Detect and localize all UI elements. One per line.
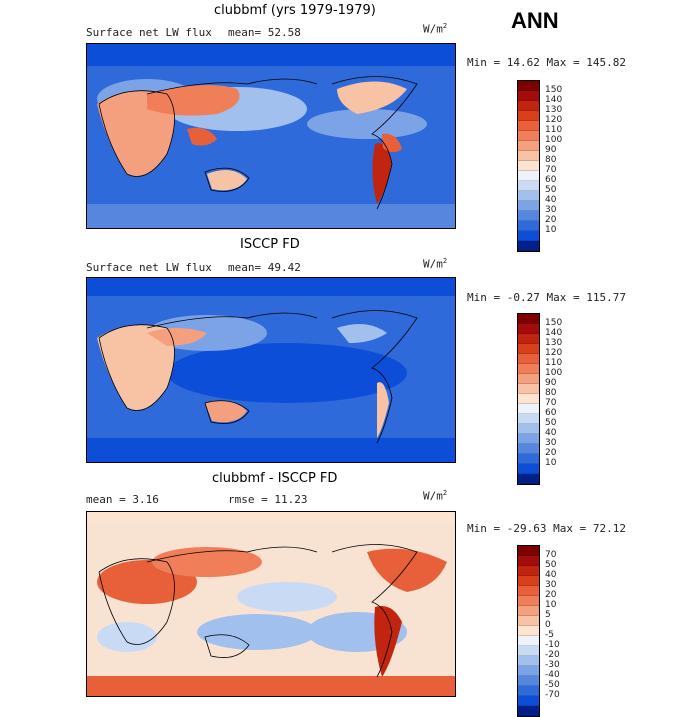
panel2-title: ISCCP FD — [240, 237, 300, 252]
panel2-colorbar-labels: 150 140 130 120 110 100 90 80 70 60 50 40 30 20 10 — [545, 318, 563, 468]
panel2-units: W/m2 — [423, 257, 448, 271]
panel1-units: W/m2 — [423, 22, 448, 36]
season-title: ANN — [511, 8, 559, 33]
panel2-colorbar — [517, 313, 540, 485]
panel3-rmse-label: rmse = 11.23 — [228, 493, 308, 506]
panel2-minmax: Min = -0.27 Max = 115.77 — [467, 291, 626, 304]
panel3-colorbar — [517, 545, 540, 717]
panel1-title: clubbmf (yrs 1979-1979) — [214, 3, 376, 18]
panel2-mean-label: mean= 49.42 — [228, 261, 301, 274]
panel1-variable-label: Surface net LW flux — [86, 26, 212, 39]
panel1-map — [86, 43, 456, 229]
panel3-units: W/m2 — [423, 489, 448, 503]
panel3-map — [86, 511, 456, 697]
panel2-variable-label: Surface net LW flux — [86, 261, 212, 274]
panel1-minmax: Min = 14.62 Max = 145.82 — [467, 56, 626, 69]
panel3-colorbar-labels: 70 50 40 30 20 10 5 0 -5 -10 -20 -30 -40 -50 -70 — [545, 550, 560, 700]
panel1-colorbar-labels: 150 140 130 120 110 100 90 80 70 60 50 40 30 20 10 — [545, 85, 563, 235]
panel3-mean-label: mean = 3.16 — [86, 493, 159, 506]
panel3-minmax: Min = -29.63 Max = 72.12 — [467, 522, 626, 535]
panel2-map — [86, 277, 456, 463]
panel1-mean-label: mean= 52.58 — [228, 26, 301, 39]
panel1-colorbar — [517, 80, 540, 252]
panel3-title: clubbmf - ISCCP FD — [212, 471, 338, 486]
